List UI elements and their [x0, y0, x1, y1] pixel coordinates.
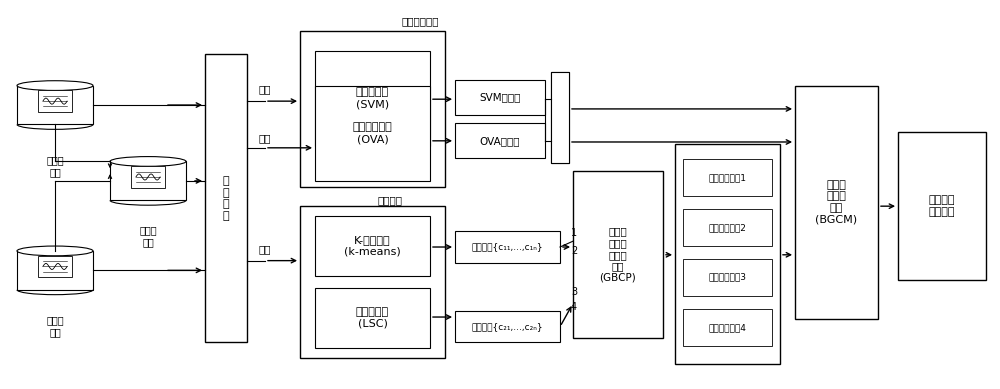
FancyBboxPatch shape	[315, 216, 430, 276]
Text: OVA预测集: OVA预测集	[480, 136, 520, 146]
Text: 集合划分{c₁₁,...,c₁ₙ}: 集合划分{c₁₁,...,c₁ₙ}	[472, 242, 543, 252]
Text: 一对多分类器
(OVA): 一对多分类器 (OVA)	[353, 123, 392, 144]
Text: 2: 2	[571, 246, 577, 256]
Text: 聚类方法: 聚类方法	[378, 195, 402, 205]
FancyBboxPatch shape	[683, 209, 772, 246]
FancyBboxPatch shape	[675, 144, 780, 364]
FancyBboxPatch shape	[455, 231, 560, 263]
FancyBboxPatch shape	[300, 206, 445, 358]
Text: 训练: 训练	[259, 84, 271, 95]
FancyBboxPatch shape	[551, 72, 569, 163]
Text: 基于图
聚类标
签传播
算法
(GBCP): 基于图 聚类标 签传播 算法 (GBCP)	[600, 227, 636, 283]
Text: 测试样本
类别标签: 测试样本 类别标签	[929, 195, 955, 217]
FancyBboxPatch shape	[683, 259, 772, 296]
Text: 特
征
提
取: 特 征 提 取	[223, 176, 229, 221]
Text: 地标谱聚类
(LSC): 地标谱聚类 (LSC)	[356, 307, 389, 329]
Text: 聚类: 聚类	[259, 244, 271, 254]
FancyBboxPatch shape	[898, 132, 986, 280]
Text: 聚类类别信息2: 聚类类别信息2	[709, 223, 746, 232]
Text: 全部样
本库: 全部样 本库	[139, 226, 157, 247]
Text: 集合划分{c₂₁,...,c₂ₙ}: 集合划分{c₂₁,...,c₂ₙ}	[472, 322, 543, 331]
Ellipse shape	[17, 81, 93, 91]
FancyBboxPatch shape	[551, 72, 569, 163]
Text: 训练样
本库: 训练样 本库	[46, 156, 64, 177]
Text: 聚类类别信息1: 聚类类别信息1	[708, 173, 746, 182]
FancyBboxPatch shape	[683, 159, 772, 196]
Text: 4: 4	[571, 302, 577, 312]
Text: SVM预测集: SVM预测集	[479, 92, 521, 102]
Text: 3: 3	[571, 287, 577, 297]
Bar	[17, 251, 93, 290]
Bar	[38, 90, 72, 112]
FancyBboxPatch shape	[300, 31, 445, 187]
Text: 聚类类别信息3: 聚类类别信息3	[708, 273, 746, 282]
FancyBboxPatch shape	[205, 54, 247, 342]
Text: 基本分类器组: 基本分类器组	[401, 16, 439, 26]
Text: 1: 1	[571, 228, 577, 238]
Text: 支持向量机
(SVM): 支持向量机 (SVM)	[356, 88, 389, 109]
Bar	[17, 86, 93, 124]
FancyBboxPatch shape	[315, 51, 430, 146]
Bar	[110, 161, 186, 200]
Ellipse shape	[110, 156, 186, 166]
FancyBboxPatch shape	[315, 288, 430, 348]
Bar	[38, 256, 72, 277]
FancyBboxPatch shape	[683, 309, 772, 346]
Text: 二分图
最大共
识法
(BGCM): 二分图 最大共 识法 (BGCM)	[815, 180, 858, 225]
Text: 测试样
本库: 测试样 本库	[46, 315, 64, 337]
FancyBboxPatch shape	[455, 311, 560, 342]
FancyBboxPatch shape	[315, 86, 430, 181]
FancyBboxPatch shape	[573, 171, 663, 338]
Bar	[131, 166, 165, 187]
Text: 聚类类别信息4: 聚类类别信息4	[709, 323, 746, 332]
FancyBboxPatch shape	[455, 123, 545, 158]
FancyBboxPatch shape	[455, 80, 545, 115]
Text: K-均值聚类
(k-means): K-均值聚类 (k-means)	[344, 235, 401, 257]
FancyBboxPatch shape	[795, 86, 878, 319]
Text: 输入: 输入	[259, 133, 271, 143]
Ellipse shape	[17, 246, 93, 256]
